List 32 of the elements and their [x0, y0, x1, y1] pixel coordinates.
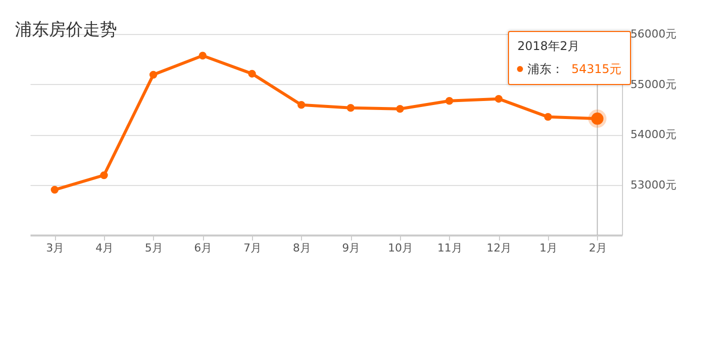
- tooltip-box: 2018年2月 浦东： 54315元: [508, 30, 631, 85]
- x-tick-label: 1月: [540, 242, 558, 254]
- x-tick-label: 2月: [588, 242, 607, 254]
- x-tick-label: 5月: [144, 242, 163, 254]
- point: [297, 100, 306, 109]
- y-tick-label: 56000元: [630, 28, 676, 40]
- point: [445, 96, 454, 105]
- legend-label: 浦东：: [527, 62, 564, 76]
- x-tick-label: 8月: [292, 242, 311, 254]
- point: [544, 113, 552, 121]
- point: [494, 94, 503, 103]
- x-tick-label: 7月: [244, 242, 262, 254]
- y-tick-label: 55000元: [630, 78, 676, 91]
- annotation: 2018年2月: [517, 38, 581, 55]
- point: [50, 186, 59, 194]
- y-tick-label: 53000元: [630, 178, 676, 192]
- point: [198, 52, 207, 60]
- x-tick-label: 3月: [46, 242, 64, 254]
- point: [396, 105, 404, 113]
- point: [100, 171, 108, 180]
- point: [346, 104, 355, 112]
- x-tick-label: 6月: [194, 242, 212, 254]
- data-label: 54315元: [571, 62, 622, 76]
- y-tick-label: 54000元: [630, 128, 676, 141]
- point: [248, 70, 256, 78]
- point: [149, 70, 158, 79]
- x-tick-label: 11月: [437, 242, 462, 254]
- x-tick-label: 9月: [342, 242, 360, 254]
- x-tick-label: 10月: [388, 242, 413, 254]
- chart-title: 浦东房价走势: [15, 19, 117, 41]
- x-tick-label: 4月: [96, 242, 114, 254]
- x-tick-label: 12月: [486, 242, 512, 254]
